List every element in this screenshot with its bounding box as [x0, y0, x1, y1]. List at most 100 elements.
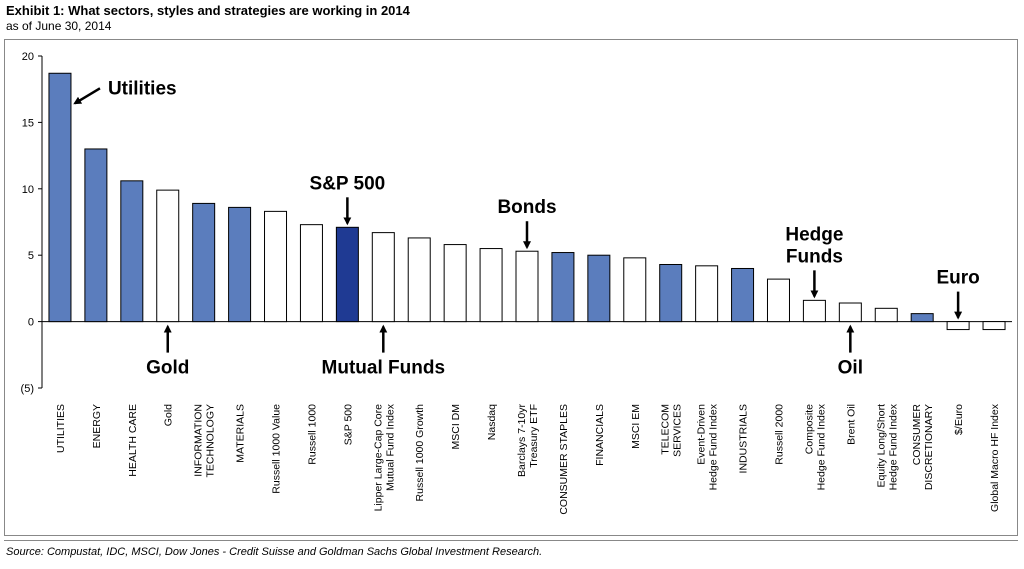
category-label: MSCI EM	[630, 404, 642, 449]
bar	[371, 232, 395, 323]
category-label: CompositeHedge Fund Index	[803, 403, 827, 490]
category-label-line: $/Euro	[953, 404, 965, 435]
category-label-line: Hedge Fund Index	[887, 403, 899, 490]
annotation-label-line: Funds	[786, 246, 843, 267]
category-label: MATERIALS	[235, 404, 247, 463]
category-label: Russell 1000	[306, 404, 318, 465]
category-label-line: Russell 1000	[306, 404, 318, 465]
bar	[479, 248, 503, 323]
category-label-line: Barclays 7-10yr	[516, 404, 528, 477]
bar	[192, 202, 216, 323]
category-label: CONSUMERDISCRETIONARY	[911, 404, 935, 491]
bar	[946, 321, 970, 331]
annotation-label: Utilities	[108, 78, 177, 99]
category-label-line: Hedge Fund Index	[815, 403, 827, 490]
category-label-line: Equity Long/Short	[875, 404, 887, 488]
category-label: S&P 500	[342, 404, 354, 445]
bar	[802, 299, 826, 323]
bar	[515, 250, 539, 323]
chart-title: Exhibit 1: What sectors, styles and stra…	[6, 3, 410, 18]
annotation-label: Oil	[838, 358, 863, 379]
footer-divider	[4, 540, 1018, 541]
category-label-line: Lipper Large-Cap Core	[372, 404, 384, 512]
category-label-line: MATERIALS	[235, 404, 247, 463]
category-label-line: DISCRETIONARY	[923, 404, 935, 490]
bar	[264, 210, 288, 323]
annotation-label-line: Hedge	[785, 224, 843, 245]
bar	[228, 206, 252, 323]
category-label: Russell 1000 Value	[271, 404, 283, 494]
category-label-line: SERVICES	[672, 404, 684, 457]
y-tick-label: 20	[22, 51, 34, 63]
category-label-line: ENERGY	[91, 404, 103, 448]
y-tick-label: (5)	[21, 383, 34, 395]
category-label: INFORMATIONTECHNOLOGY	[193, 404, 217, 478]
annotation-label-line: Bonds	[497, 197, 556, 218]
bar	[766, 278, 790, 323]
bar	[335, 226, 359, 323]
chart-subtitle: as of June 30, 2014	[6, 19, 112, 33]
category-label-line: UTILITIES	[55, 404, 67, 453]
y-tick-label: 15	[22, 117, 34, 129]
bar	[874, 307, 898, 323]
category-label: UTILITIES	[55, 404, 67, 453]
bar	[659, 263, 683, 323]
annotation-label: S&P 500	[310, 173, 386, 194]
bar	[731, 267, 755, 323]
category-label: Nasdaq	[486, 404, 498, 440]
category-label: Brent Oil	[845, 404, 857, 445]
annotation-label-line: S&P 500	[310, 173, 386, 194]
category-label-line: Nasdaq	[486, 404, 498, 440]
bar	[156, 189, 180, 323]
y-tick-label: 10	[22, 184, 34, 196]
bar	[982, 321, 1006, 331]
category-label-line: S&P 500	[342, 404, 354, 445]
category-label: HEALTH CARE	[127, 404, 139, 477]
category-label-line: TECHNOLOGY	[205, 404, 217, 478]
category-label-line: TELECOM	[660, 404, 672, 455]
category-label-line: HEALTH CARE	[127, 404, 139, 477]
bar	[48, 72, 72, 323]
bar	[407, 237, 431, 323]
category-label-line: MSCI EM	[630, 404, 642, 449]
category-label: TELECOMSERVICES	[660, 404, 684, 457]
bar	[120, 180, 144, 323]
category-label: FINANCIALS	[594, 404, 606, 466]
bar	[299, 224, 323, 323]
category-label: Russell 1000 Growth	[414, 404, 426, 502]
category-label: Lipper Large-Cap CoreMutual Fund Index	[372, 403, 396, 511]
y-tick-label: 5	[28, 250, 34, 262]
category-label-line: CONSUMER	[911, 404, 923, 466]
category-label-line: INFORMATION	[193, 404, 205, 477]
category-label-line: Gold	[163, 404, 175, 426]
bar	[551, 252, 575, 323]
category-label-line: FINANCIALS	[594, 404, 606, 466]
annotation-label: Mutual Funds	[322, 358, 445, 379]
annotation-label: Gold	[146, 358, 189, 379]
category-label-line: INDUSTRIALS	[738, 404, 750, 473]
bar	[910, 313, 934, 323]
category-label-line: Hedge Fund Index	[708, 403, 720, 490]
chart-frame	[4, 39, 1018, 536]
category-label: $/Euro	[953, 404, 965, 435]
y-tick-label: 0	[28, 317, 34, 329]
bar	[84, 148, 108, 323]
category-label-line: CONSUMER STAPLES	[558, 404, 570, 515]
bar	[587, 254, 611, 323]
annotation-label: Euro	[936, 268, 979, 289]
category-label-line: Brent Oil	[845, 404, 857, 445]
category-label: Global Macro HF Index	[989, 403, 1001, 512]
category-label-line: Russell 2000	[773, 404, 785, 465]
bar	[695, 265, 719, 323]
category-label-line: Russell 1000 Value	[271, 404, 283, 494]
category-label: Russell 2000	[773, 404, 785, 465]
category-label: MSCI DM	[450, 404, 462, 450]
bar	[443, 244, 467, 323]
category-label-line: Composite	[803, 404, 815, 454]
category-label-line: Russell 1000 Growth	[414, 404, 426, 502]
category-label-line: Treasury ETF	[528, 404, 540, 468]
category-label-line: Event-Driven	[696, 404, 708, 465]
annotation-label-line: Euro	[936, 268, 979, 289]
category-label: CONSUMER STAPLES	[558, 404, 570, 515]
